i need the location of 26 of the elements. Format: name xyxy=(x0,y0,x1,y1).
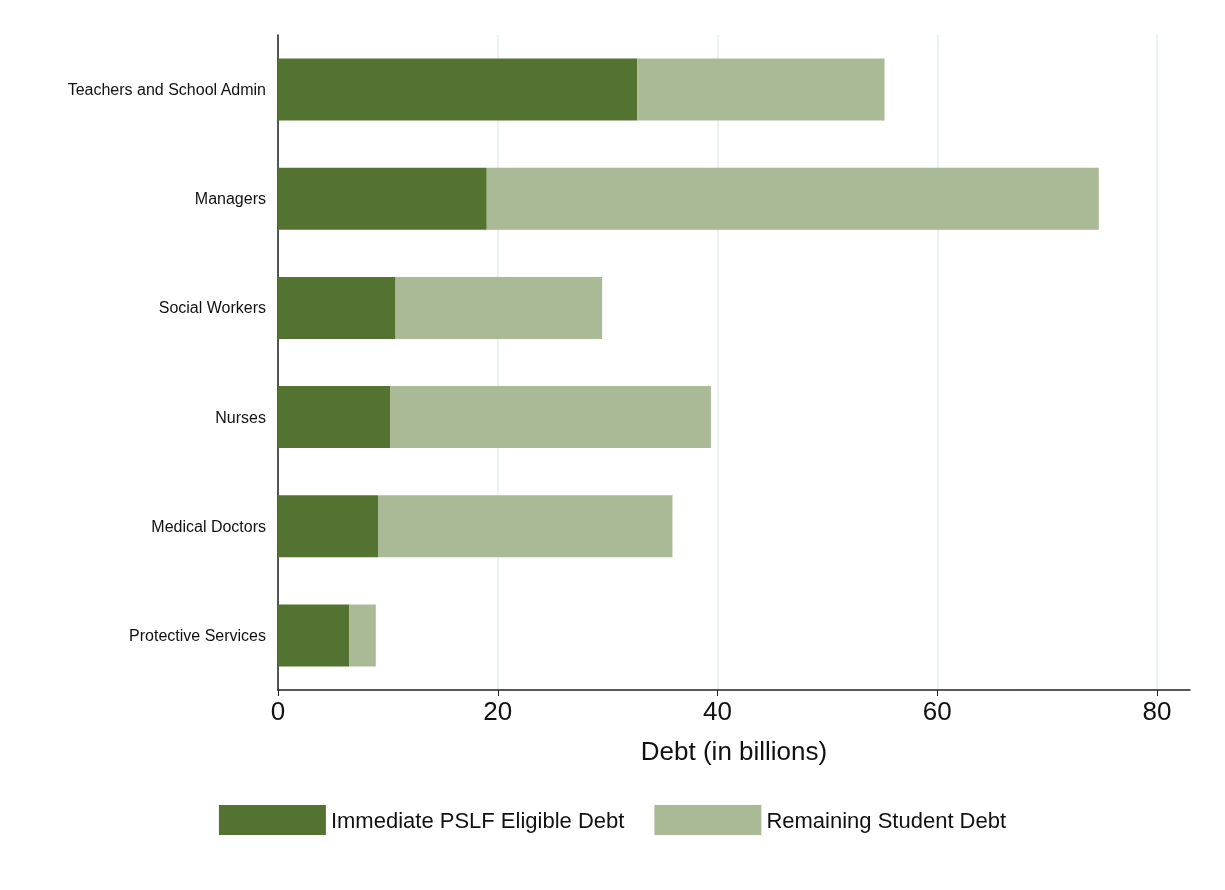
bar xyxy=(278,604,350,667)
y-tick-label: Teachers and School Admin xyxy=(67,81,266,99)
x-tick-label: 40 xyxy=(703,696,732,726)
legend-label: Immediate PSLF Eligible Debt xyxy=(330,807,625,833)
bar xyxy=(390,386,711,449)
bar xyxy=(278,58,638,121)
bar xyxy=(395,276,603,339)
bar xyxy=(278,495,378,558)
bar xyxy=(278,276,396,339)
bar xyxy=(637,58,885,121)
x-tick-label: 60 xyxy=(922,696,952,726)
y-tick-label: Nurses xyxy=(215,408,266,426)
y-tick-label: Medical Doctors xyxy=(151,517,266,535)
y-tick-label: Managers xyxy=(194,190,266,208)
x-axis-title: Debt (in billions) xyxy=(640,736,828,766)
x-tick-label: 20 xyxy=(483,696,513,726)
bar xyxy=(278,386,391,449)
x-tick-label: 80 xyxy=(1142,696,1172,726)
bar xyxy=(349,604,376,667)
bar xyxy=(486,167,1099,230)
x-tick-label: 0 xyxy=(270,696,286,726)
y-tick-label: Social Workers xyxy=(158,299,266,317)
y-tick-label: Protective Services xyxy=(129,626,266,644)
bar xyxy=(278,167,487,230)
legend-label: Remaining Student Debt xyxy=(766,807,1007,833)
bar xyxy=(377,495,673,558)
